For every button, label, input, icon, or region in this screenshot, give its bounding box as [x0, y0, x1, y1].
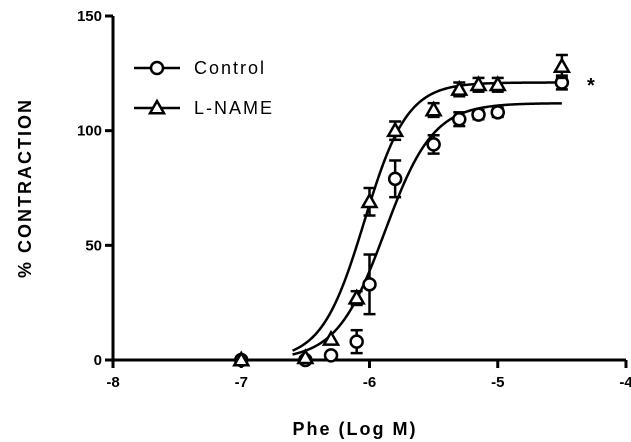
point-control: [490, 105, 505, 120]
y-axis: 0 50 100 150: [77, 8, 115, 369]
legend: Control L-NAME: [134, 58, 274, 118]
x-tick-label: -6: [363, 374, 376, 391]
point-control: [471, 107, 486, 122]
point-l-name: [469, 75, 488, 92]
point-l-name: [450, 79, 469, 96]
legend-marker-l-name: [147, 98, 167, 115]
fit-curve-control: [292, 102, 562, 356]
legend-label-l-name: L-NAME: [194, 98, 274, 118]
point-l-name: [552, 56, 572, 73]
x-axis: -8 -7 -6 -5 -4: [106, 358, 631, 391]
x-tick-label: -8: [106, 374, 119, 391]
point-l-name: [360, 192, 379, 209]
legend-marker-control: [149, 60, 165, 76]
y-tick-label: 50: [85, 237, 102, 254]
point-control: [323, 348, 339, 363]
point-control: [452, 111, 467, 127]
data-points: [232, 53, 572, 368]
point-control: [362, 277, 377, 292]
y-tick-label: 0: [94, 352, 102, 369]
point-l-name: [296, 348, 315, 365]
x-tick-label: -5: [491, 374, 504, 391]
y-axis-title: % CONTRACTION: [15, 98, 35, 278]
point-l-name: [347, 288, 366, 305]
fit-curve-l-name: [292, 81, 562, 352]
significance-annotation: *: [587, 75, 595, 97]
point-l-name: [321, 329, 341, 346]
fit-curves: [292, 81, 562, 356]
y-tick-label: 100: [77, 123, 102, 140]
point-l-name: [488, 75, 507, 92]
x-tick-label: -4: [619, 374, 631, 391]
point-l-name: [232, 350, 251, 367]
point-l-name: [385, 121, 405, 138]
point-l-name: [424, 100, 443, 117]
point-control: [349, 334, 364, 349]
x-axis-title: Phe (Log M): [293, 419, 418, 439]
legend-label-control: Control: [194, 58, 266, 78]
x-tick-label: -7: [235, 374, 248, 391]
point-control: [426, 137, 441, 152]
y-tick-label: 150: [77, 8, 102, 25]
point-control: [387, 171, 403, 187]
